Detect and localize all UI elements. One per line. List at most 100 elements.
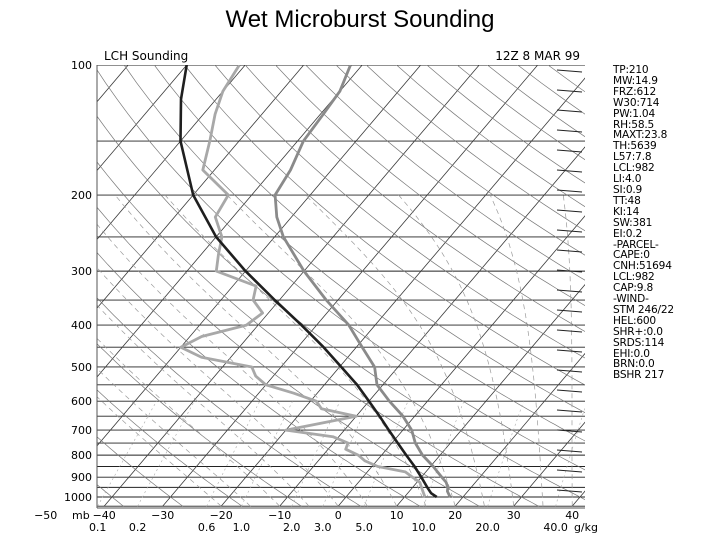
stability-index-line: EI:0.2: [613, 227, 643, 240]
wind-barb: [556, 89, 583, 93]
stability-index-line: LCL:982: [613, 271, 655, 284]
stability-index-line: LCL:982: [613, 162, 655, 175]
isotherm: [97, 65, 188, 172]
pressure-tick-label: 900: [71, 471, 92, 484]
stability-index-line: MAXT:23.8: [613, 129, 668, 142]
pressure-tick-label: 800: [71, 449, 92, 462]
wind-barb: [556, 389, 583, 393]
isotherm: [97, 65, 305, 309]
moist-adiabat: [489, 194, 544, 507]
wind-barb: [556, 429, 583, 433]
temperature-tick-label: −30: [151, 509, 174, 522]
temperature-tick-label: 10: [390, 509, 404, 522]
wind-barb: [556, 129, 583, 133]
moist-adiabat: [97, 396, 222, 507]
temperature-axis-labels: −50 −40 −30 −20 −10 0 10 20 30 40: [34, 509, 579, 522]
wind-barb: [556, 269, 583, 273]
stability-index-line: STM 246/22: [613, 303, 674, 316]
temperature-tick-label: 0: [335, 509, 342, 522]
wind-barb: [556, 409, 583, 413]
pressure-tick-label: 500: [71, 361, 92, 374]
stability-index-line: PW:1.04: [613, 107, 655, 120]
moist-adiabat: [398, 194, 515, 507]
moist-adiabat: [562, 194, 573, 507]
dry-adiabat: [214, 65, 585, 359]
dry-adiabat: [97, 252, 421, 507]
wind-barb: [556, 109, 583, 113]
stability-index-line: CAPE:0: [613, 249, 650, 262]
isotherm: [454, 352, 585, 507]
stability-index-line: BRN:0.0: [613, 358, 655, 371]
wind-barb: [556, 329, 583, 333]
stability-index-line: CNH:51694: [613, 260, 672, 273]
moist-adiabat: [97, 304, 310, 507]
temperature-tick-label: −50: [34, 509, 57, 522]
stability-index-line: HEL:600: [613, 314, 656, 327]
wind-barb: [556, 369, 583, 373]
stability-index-line: KI:14: [613, 205, 640, 218]
mixing-ratio-line: [97, 401, 157, 507]
pressure-unit-label: mb: [72, 509, 90, 522]
dry-adiabat: [305, 65, 585, 281]
isotherm: [689, 65, 720, 506]
stability-index-line: BSHR 217: [613, 369, 665, 382]
dry-adiabat: [184, 65, 585, 386]
dry-adiabat: [97, 161, 539, 507]
moist-adiabat: [97, 337, 280, 507]
pressure-axis-labels: 100 200 300 400 500 600 700 800 900 1000 mb: [64, 59, 92, 522]
mixing-ratio-label: 5.0: [355, 521, 373, 534]
dry-adiabat: [154, 65, 585, 414]
mixing-ratio-labels: 0.1 0.2 0.6 1.0 2.0 3.0 5.0 10.0 20.0 40.0 g/kg: [89, 521, 598, 534]
isotherm: [162, 65, 539, 507]
mixing-ratio-label: 3.0: [314, 521, 332, 534]
pressure-tick-label: 100: [71, 59, 92, 72]
pressure-tick-label: 1000: [64, 491, 92, 504]
mixing-ratio-line: [206, 401, 260, 507]
isotherm: [0, 65, 11, 506]
stability-index-line: -WIND-: [613, 293, 649, 306]
pressure-tick-label: 200: [71, 189, 92, 202]
wind-barb: [556, 69, 583, 73]
temperature-tick-label: −40: [93, 509, 116, 522]
wind-barb: [556, 169, 583, 173]
wind-barb: [556, 189, 583, 193]
pressure-tick-label: 700: [71, 424, 92, 437]
mixing-ratio-label: 0.1: [89, 521, 107, 534]
chart-title: Wet Microburst Sounding: [225, 6, 495, 33]
dry-adiabat: [97, 206, 480, 507]
stability-index-line: SW:381: [613, 216, 653, 229]
stability-index-line: TH:5639: [613, 140, 657, 153]
wind-barb: [556, 449, 583, 453]
dewpoint-profile-line: [179, 65, 427, 498]
stability-index-line: SRDS:114: [613, 336, 665, 349]
wind-barbs: [556, 69, 583, 493]
dry-adiabat: [244, 65, 585, 332]
wind-barb: [556, 149, 583, 153]
mixing-ratio-label: 2.0: [283, 521, 301, 534]
dry-adiabat: [97, 69, 585, 471]
mixing-ratio-line: [291, 401, 341, 507]
dry-adiabat: [97, 436, 183, 507]
dry-adiabat: [97, 115, 585, 500]
sounding-profiles: [179, 65, 452, 499]
stability-index-line: TT:48: [613, 194, 641, 207]
moist-adiabat: [226, 194, 456, 507]
stability-index-line: LI:4.0: [613, 173, 642, 186]
isotherm: [220, 77, 585, 507]
moist-adiabat: [305, 194, 485, 507]
isotherm: [97, 65, 363, 378]
mixing-ratio-label: 1.0: [233, 521, 251, 534]
isotherm: [97, 65, 422, 447]
pressure-tick-label: 300: [71, 265, 92, 278]
stability-index-line: RH:58.5: [613, 118, 655, 131]
dry-adiabat: [335, 65, 585, 256]
wind-barb: [556, 349, 583, 353]
moist-adiabat: [97, 267, 339, 507]
isotherm: [97, 65, 246, 240]
mixing-ratio-line: [241, 401, 293, 507]
stability-index-line: MW:14.9: [613, 74, 658, 87]
mixing-ratio-label: 10.0: [411, 521, 436, 534]
parcel-profile-line: [179, 65, 438, 499]
dry-adiabat: [275, 65, 585, 307]
wind-barb: [556, 289, 583, 293]
